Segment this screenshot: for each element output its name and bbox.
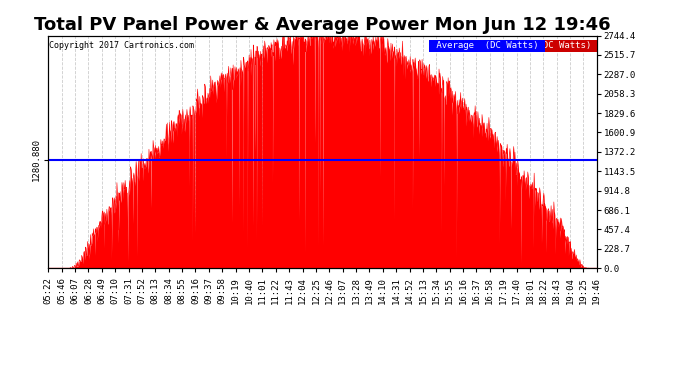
Text: PV Panels  (DC Watts): PV Panels (DC Watts) <box>473 42 596 51</box>
Text: Average  (DC Watts): Average (DC Watts) <box>431 42 544 51</box>
Title: Total PV Panel Power & Average Power Mon Jun 12 19:46: Total PV Panel Power & Average Power Mon… <box>34 16 611 34</box>
Text: Copyright 2017 Cartronics.com: Copyright 2017 Cartronics.com <box>50 42 195 51</box>
Text: Average  (DC Watts): Average (DC Watts) <box>481 42 594 51</box>
